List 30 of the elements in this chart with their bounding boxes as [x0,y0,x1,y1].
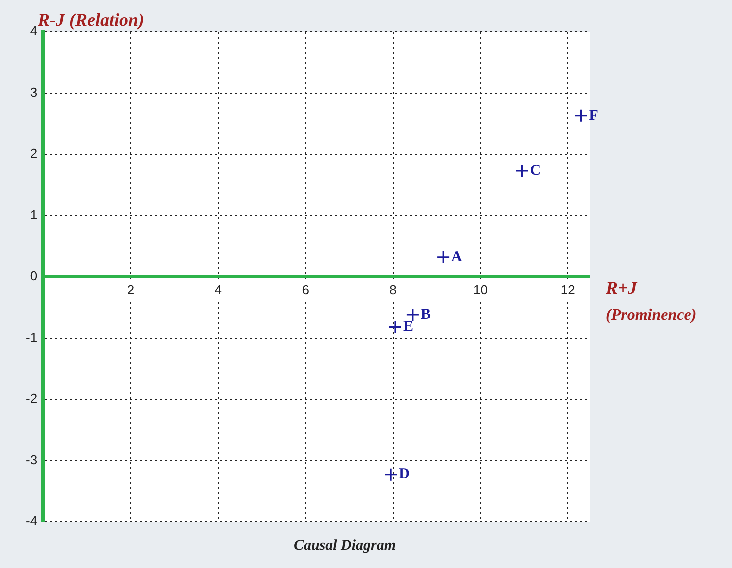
x-tick-label: 4 [214,282,222,298]
y-tick-label: 1 [30,207,38,222]
y-tick-label: -3 [26,452,38,468]
y-tick-label: -1 [26,330,38,345]
text: Causal Diagram [292,538,398,555]
annotation: B [420,306,431,323]
point [436,250,450,264]
x-tick-label: 8 [390,282,397,298]
point [574,109,588,123]
y-tick-label: 0 [30,268,38,284]
y-axis-title: R-J (Relation) [38,10,144,30]
y-tick-label: 3 [30,84,38,100]
annotation: C [530,162,542,179]
x-tick-label: 6 [302,282,310,298]
annotation: F [589,108,598,124]
y-tick-label: -4 [26,514,38,529]
x-tick-label: 10 [473,282,488,298]
y-tick-label: 4 [30,24,38,39]
point [388,320,402,334]
annotation: E [403,319,414,336]
x-axis-title: R+J (Prominence) [606,278,698,325]
y-tick-label: -2 [26,391,38,406]
point [515,164,529,178]
annotation: A [452,249,463,266]
x-tick-label: 12 [560,282,576,298]
y-tick-label: 2 [30,146,38,162]
x-tick-label: 2 [127,282,135,298]
point [384,468,398,482]
annotation: D [399,466,410,483]
point [406,308,420,322]
